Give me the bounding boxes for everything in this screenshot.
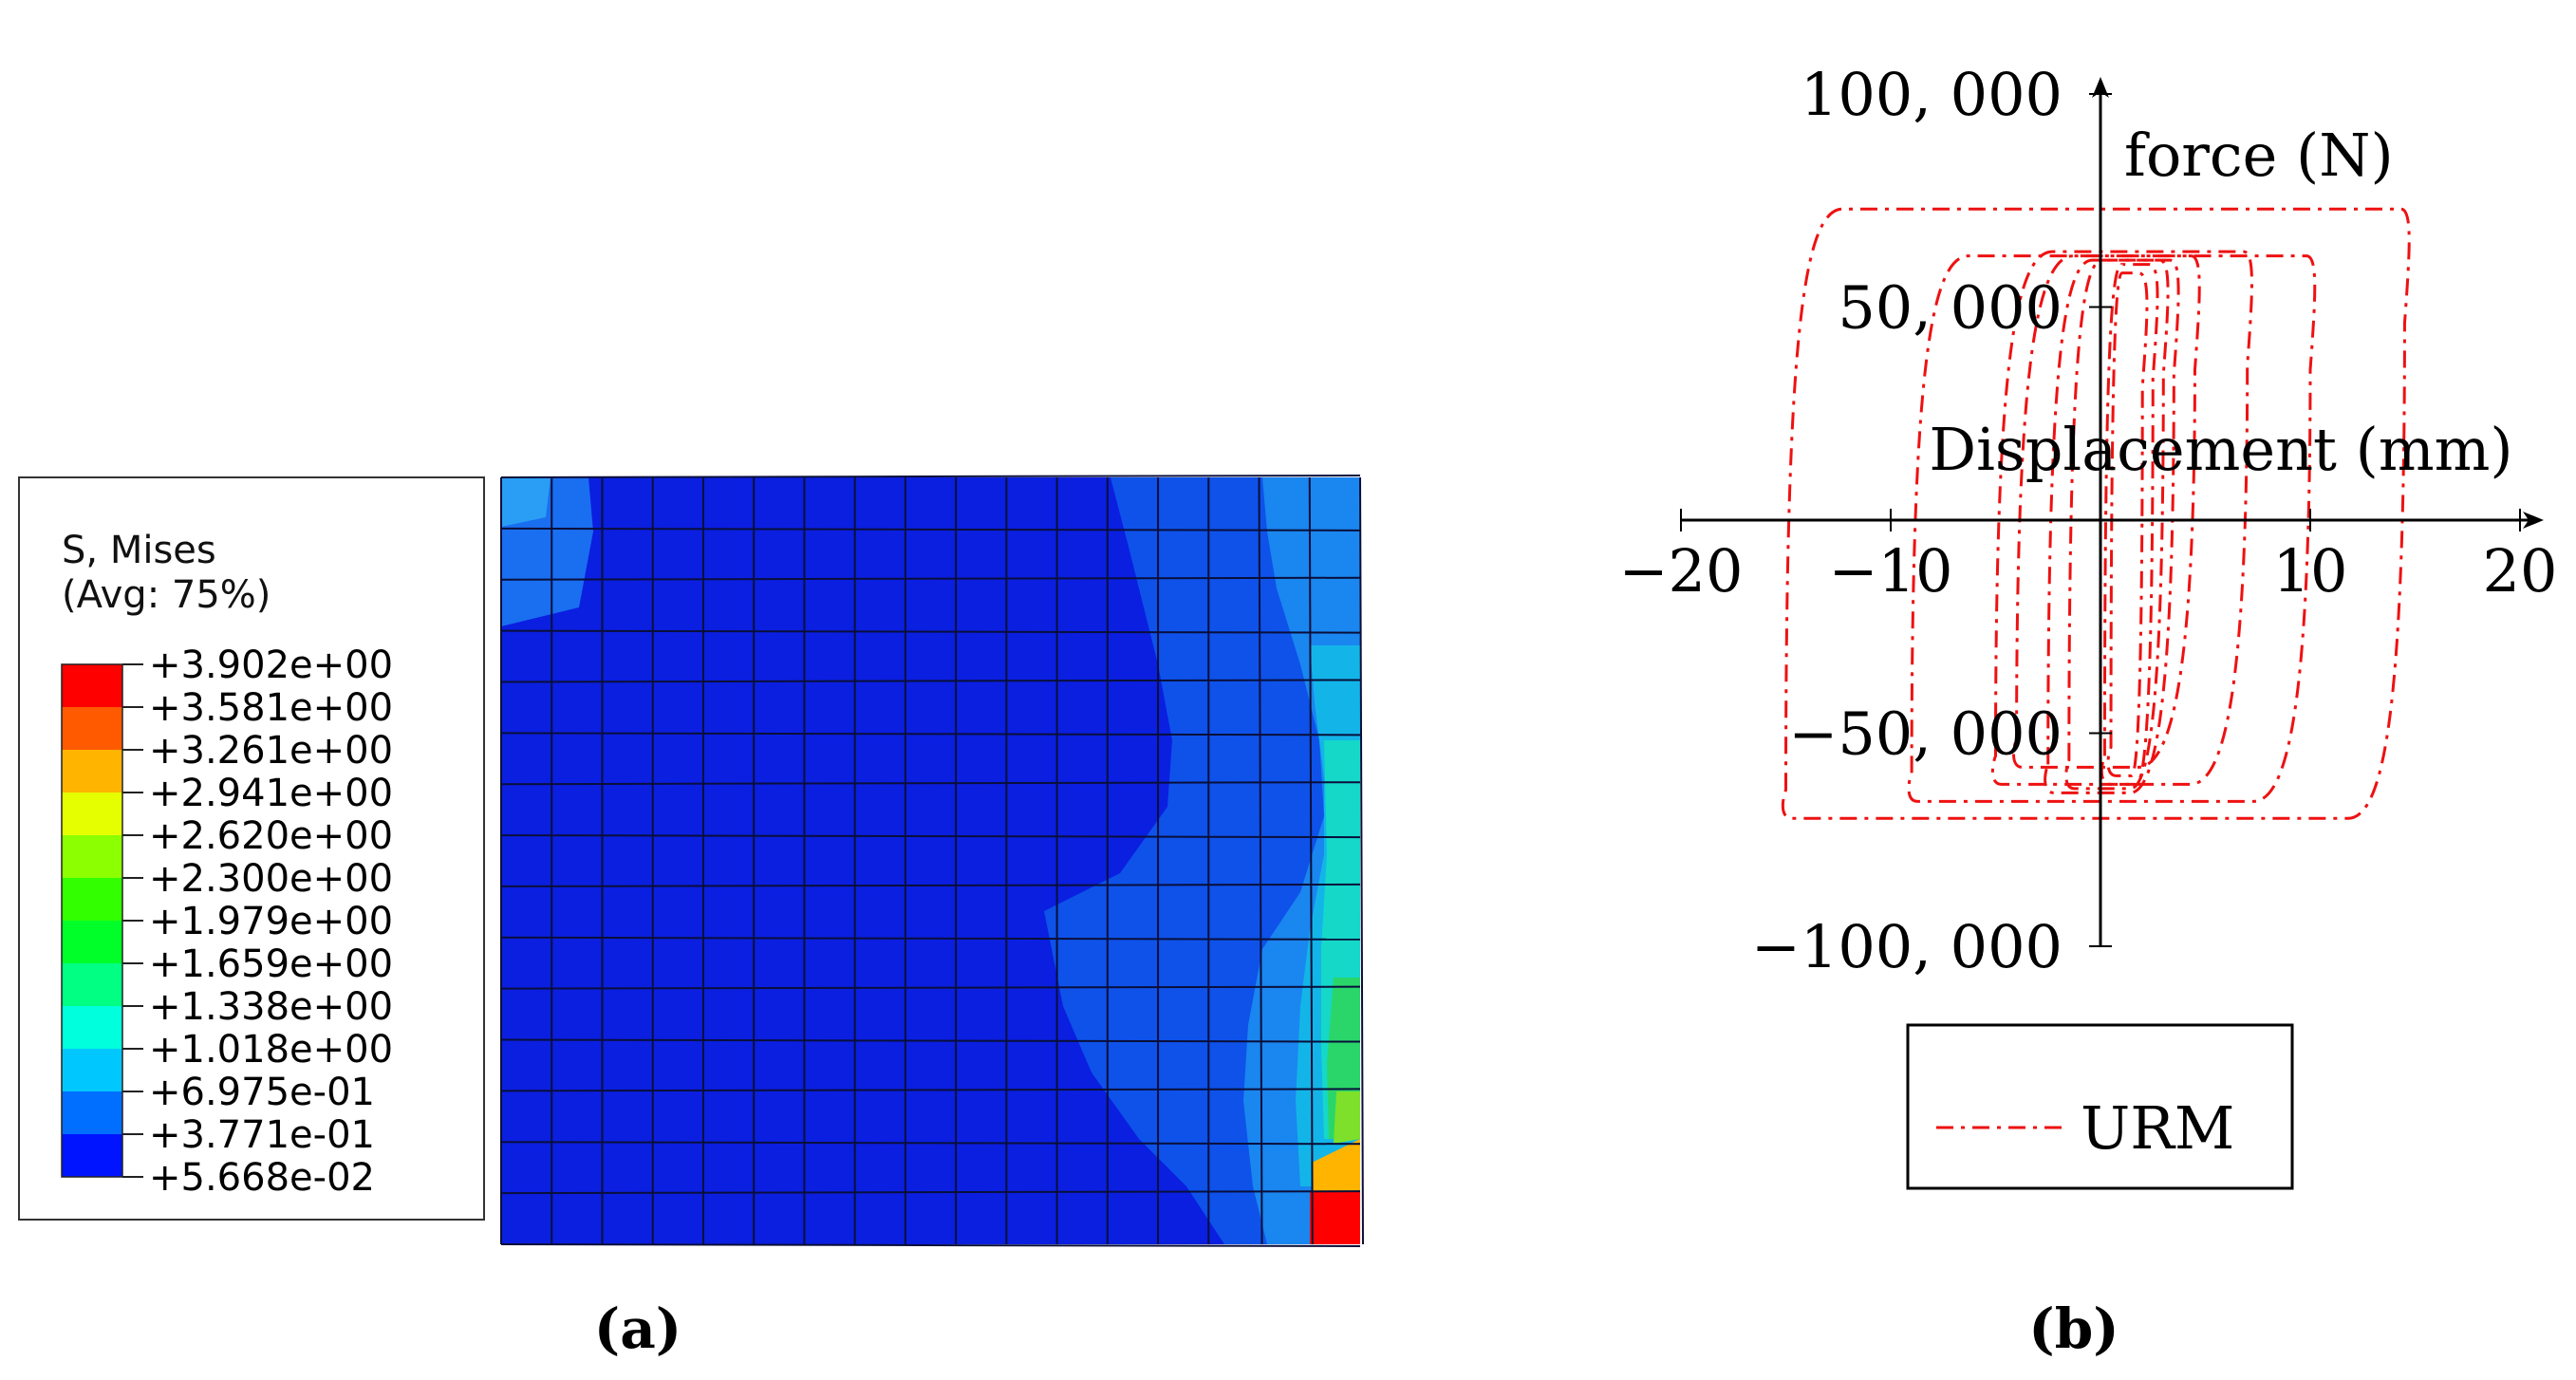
- x-axis-label: Displacement (mm): [1929, 415, 2512, 484]
- mesh-grid-lines: [500, 475, 1364, 1247]
- legend-band: [62, 750, 122, 793]
- legend-band: [62, 835, 122, 878]
- mesh-column-line: [1308, 476, 1314, 1245]
- y-axis-label: force (N): [2124, 121, 2394, 190]
- legend-color-bar: [61, 663, 123, 1178]
- mesh-row-line: [500, 1038, 1361, 1043]
- mesh-row-line: [500, 475, 1361, 478]
- legend-level-label: +1.979e+00: [149, 900, 393, 943]
- mesh-row-line: [500, 985, 1361, 990]
- panel-a: S, Mises (Avg: 75%) +3.902e+00+3.581e+00…: [18, 475, 1364, 1361]
- mesh-row-line: [500, 527, 1361, 531]
- hysteresis-chart: −20 −10 10 20 100, 000 50, 000 −50, 000 −100, 0…: [1619, 60, 2558, 1190]
- x-tick-label: 10: [2273, 536, 2348, 606]
- hysteresis-loop-5: [2012, 254, 2201, 769]
- x-tick-label: 20: [2483, 536, 2558, 606]
- hysteresis-loop-8: [1781, 207, 2411, 820]
- mesh-column-line: [1258, 476, 1263, 1245]
- legend-level-label: +3.771e-01: [149, 1113, 375, 1157]
- mesh-row-line: [500, 834, 1361, 839]
- legend-band: [62, 1006, 122, 1049]
- legend-level-labels: +3.902e+00+3.581e+00+3.261e+00+2.941e+00…: [122, 643, 393, 1200]
- contour-patch-corner-red: [1310, 1191, 1360, 1244]
- hysteresis-loop-2: [2100, 263, 2159, 786]
- legend-level-label: +2.300e+00: [149, 857, 393, 901]
- legend-title: S, Mises: [62, 529, 216, 572]
- mesh-row-line: [500, 679, 1361, 683]
- hysteresis-loop-6: [1990, 250, 2253, 786]
- x-axis-arrow-icon: [2523, 512, 2544, 529]
- mesh-row-line: [500, 883, 1361, 887]
- mesh-row-line: [500, 1141, 1361, 1146]
- legend-level-label: +3.261e+00: [149, 729, 393, 773]
- legend-band: [62, 707, 122, 750]
- legend-band: [62, 963, 122, 1006]
- y-tick-label: −100, 000: [1751, 912, 2063, 981]
- legend-level-label: +3.581e+00: [149, 686, 393, 730]
- legend-level-label: +2.620e+00: [149, 814, 393, 858]
- mesh-row-line: [500, 732, 1361, 737]
- y-tick-label: 100, 000: [1801, 60, 2063, 129]
- caption-a: (a): [594, 1296, 681, 1361]
- mesh-column-line: [1359, 476, 1364, 1245]
- mesh-row-line: [500, 781, 1361, 786]
- contour-patch-corner-orange: [1312, 1139, 1360, 1191]
- contour-patch-right-yellowgreen: [1334, 1091, 1360, 1144]
- mesh-row-line: [500, 1243, 1361, 1247]
- legend-level-label: +1.659e+00: [149, 942, 393, 986]
- legend-level-label: +1.338e+00: [149, 985, 393, 1029]
- legend-level-label: +2.941e+00: [149, 772, 393, 815]
- mesh-row-line: [500, 1190, 1361, 1195]
- legend-band: [62, 664, 122, 707]
- contour-patch-top-left-light: [501, 477, 551, 527]
- chart-legend-box: [1906, 1023, 2294, 1190]
- panel-b: −20 −10 10 20 100, 000 50, 000 −50, 000 −100, 0…: [1619, 60, 2558, 1361]
- mesh-row-line: [500, 1088, 1361, 1092]
- y-axis-arrow-icon: [2092, 77, 2109, 98]
- x-tick-label: −20: [1619, 536, 1744, 606]
- mesh-row-line: [500, 936, 1361, 941]
- caption-b: (b): [2028, 1296, 2119, 1361]
- mesh-row-line: [500, 576, 1361, 581]
- legend-band: [62, 793, 122, 835]
- legend-level-label: +5.668e-02: [149, 1156, 375, 1200]
- x-tick-label: −10: [1829, 536, 1953, 606]
- legend-subtitle: (Avg: 75%): [62, 573, 271, 617]
- legend-level-label: +3.902e+00: [149, 643, 393, 687]
- legend-band: [62, 1134, 122, 1177]
- hysteresis-loop-7: [1907, 254, 2317, 803]
- stress-contour-mesh: [500, 475, 1364, 1247]
- hysteresis-loop-4: [2044, 258, 2180, 794]
- mesh-row-line: [500, 629, 1361, 634]
- legend-band: [62, 878, 122, 921]
- legend-level-label: +1.018e+00: [149, 1028, 393, 1072]
- legend-band: [62, 1049, 122, 1091]
- legend-level-label: +6.975e-01: [149, 1071, 375, 1114]
- hysteresis-loop-1: [2106, 271, 2149, 777]
- legend-band: [62, 1091, 122, 1134]
- legend-band: [62, 921, 122, 963]
- y-tick-label: −50, 000: [1788, 699, 2063, 769]
- legend-series-label: URM: [2081, 1093, 2234, 1163]
- y-tick-label: 50, 000: [1838, 273, 2063, 343]
